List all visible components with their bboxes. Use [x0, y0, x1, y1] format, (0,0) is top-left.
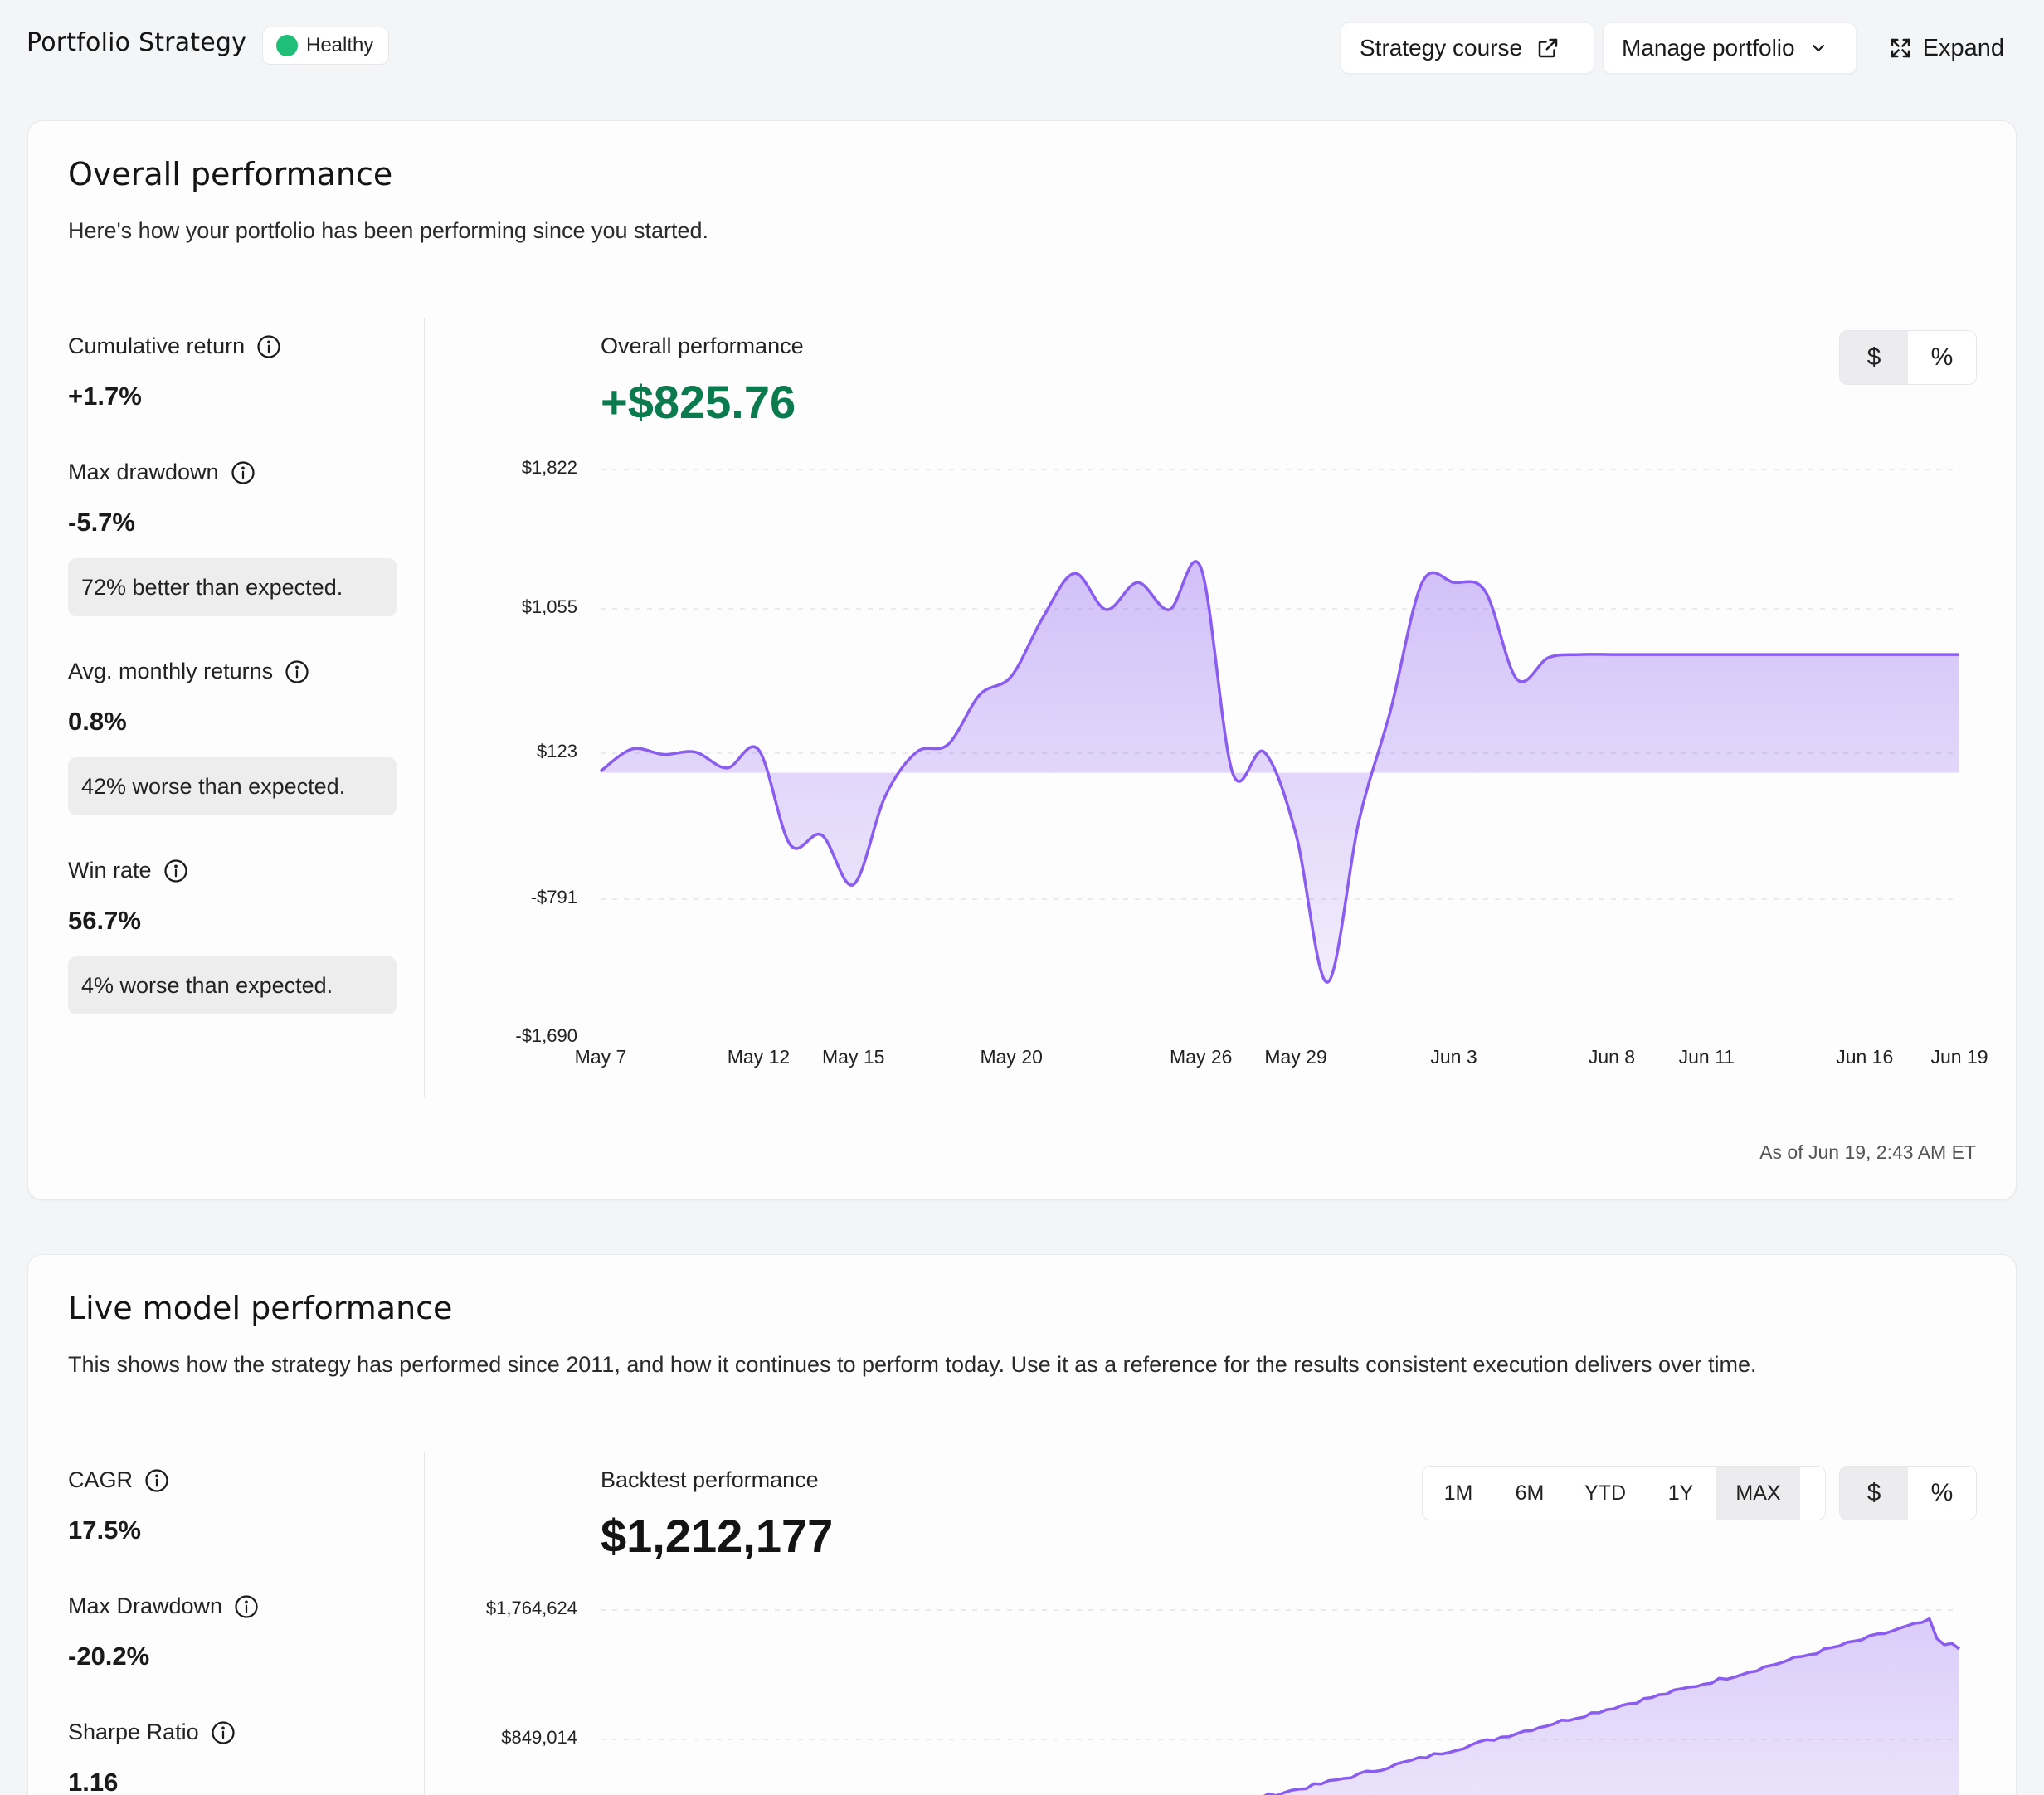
x-tick-label: May 29: [1264, 1046, 1327, 1068]
x-tick-label: Jun 19: [1930, 1046, 1988, 1068]
x-tick-label: Jun 3: [1430, 1046, 1477, 1068]
info-icon[interactable]: [234, 1594, 259, 1619]
info-icon[interactable]: [256, 334, 281, 359]
metric-avg-monthly-returns-value: 0.8%: [68, 707, 127, 736]
metric-cagr-value: 17.5%: [68, 1515, 141, 1544]
metric-avg-monthly-returns-label: Avg. monthly returns: [68, 659, 309, 684]
expand-label: Expand: [1922, 34, 2004, 61]
toggle-dollar[interactable]: $: [1840, 1467, 1908, 1520]
top-bar: Portfolio Strategy Healthy Strategy cour…: [0, 0, 2044, 93]
metric-max-drawdown-value: -20.2%: [68, 1642, 150, 1671]
status-dot: [276, 35, 298, 56]
overall-performance-card: Overall performance Here's how your port…: [27, 120, 2017, 1200]
metric-avg-monthly-returns-note: 42% worse than expected.: [68, 757, 397, 815]
x-tick-label: May 7: [574, 1046, 627, 1068]
metric-cumulative-return-label: Cumulative return: [68, 333, 281, 359]
divider: [424, 1452, 425, 1795]
status-badge: Healthy: [262, 27, 390, 65]
info-icon[interactable]: [285, 659, 309, 684]
expand-button[interactable]: Expand: [1888, 22, 2004, 74]
range-6m[interactable]: 6M: [1515, 1481, 1545, 1505]
metric-cumulative-return-value: +1.7%: [68, 382, 142, 411]
manage-portfolio-button[interactable]: Manage portfolio: [1603, 22, 1857, 74]
x-tick-label: May 26: [1170, 1046, 1233, 1068]
live-model-performance-title: Live model performance: [68, 1290, 453, 1326]
toggle-dollar[interactable]: $: [1840, 331, 1908, 384]
backtest-unit-toggle: $ %: [1839, 1466, 1977, 1520]
x-tick-label: May 15: [822, 1046, 885, 1068]
range-1y[interactable]: 1Y: [1667, 1481, 1694, 1505]
info-icon[interactable]: [144, 1468, 169, 1493]
y-tick-label: $123: [537, 741, 577, 761]
metric-win-rate-note: 4% worse than expected.: [68, 956, 397, 1014]
external-link-icon: [1538, 38, 1558, 58]
live-model-performance-card: Live model performance This shows how th…: [27, 1254, 2017, 1795]
backtest-area-fill: [1266, 1618, 1959, 1795]
strategy-course-label: Strategy course: [1360, 35, 1523, 61]
y-tick-label: $849,014: [501, 1727, 577, 1748]
expand-icon: [1891, 38, 1910, 58]
range-1m[interactable]: 1M: [1443, 1481, 1473, 1505]
strategy-course-button[interactable]: Strategy course: [1341, 22, 1594, 74]
divider: [424, 318, 425, 1097]
overall-series-line: [599, 560, 1959, 984]
x-tick-label: May 20: [980, 1046, 1043, 1068]
metric-cagr-label: CAGR: [68, 1467, 169, 1493]
metric-max-drawdown-label: Max Drawdown: [68, 1593, 259, 1619]
backtest-chart-label: Backtest performance: [601, 1467, 819, 1492]
y-tick-label: $1,764,624: [485, 1598, 577, 1618]
overall-chart-value: +$825.76: [601, 376, 796, 428]
range-ytd[interactable]: YTD: [1584, 1481, 1626, 1505]
backtest-chart-svg: [601, 1609, 1961, 1795]
metric-win-rate-label: Win rate: [68, 858, 188, 883]
toggle-percent[interactable]: %: [1930, 1479, 1954, 1506]
metric-max-drawdown-label: Max drawdown: [68, 460, 256, 485]
backtest-chart-value: $1,212,177: [601, 1510, 834, 1562]
overall-performance-subtitle: Here's how your portfolio has been perfo…: [68, 218, 709, 243]
info-icon[interactable]: [163, 859, 188, 883]
chevron-down-icon: [1812, 44, 1824, 52]
metric-sharpe-ratio-label: Sharpe Ratio: [68, 1720, 236, 1745]
y-tick-label: $1,055: [521, 596, 577, 617]
overall-unit-toggle: $ %: [1839, 330, 1977, 385]
metric-sharpe-ratio-value: 1.16: [68, 1768, 119, 1795]
overall-chart-label: Overall performance: [601, 333, 804, 358]
y-tick-label: -$1,690: [515, 1025, 577, 1046]
page-title: Portfolio Strategy: [27, 28, 247, 57]
live-model-performance-subtitle: This shows how the strategy has performe…: [68, 1352, 1757, 1377]
metric-win-rate-value: 56.7%: [68, 906, 141, 935]
y-tick-label: -$791: [530, 887, 577, 907]
x-tick-label: Jun 16: [1836, 1046, 1894, 1068]
backtest-series-line: [1263, 1617, 1961, 1795]
as-of-timestamp: As of Jun 19, 2:43 AM ET: [1759, 1141, 1976, 1163]
x-tick-label: Jun 8: [1588, 1046, 1636, 1068]
range-max[interactable]: MAX: [1716, 1467, 1800, 1520]
status-label: Healthy: [306, 34, 374, 56]
manage-portfolio-label: Manage portfolio: [1622, 35, 1795, 61]
overall-chart-svg: [599, 469, 1959, 984]
overall-performance-title: Overall performance: [68, 156, 393, 192]
metric-max-drawdown-value: -5.7%: [68, 508, 135, 537]
overall-area-fill: [601, 561, 1959, 983]
info-icon[interactable]: [231, 460, 256, 485]
info-icon[interactable]: [211, 1720, 236, 1745]
x-tick-label: Jun 11: [1678, 1046, 1735, 1068]
toggle-percent[interactable]: %: [1930, 343, 1954, 371]
y-tick-label: $1,822: [521, 457, 577, 478]
range-selector: 1M 6M YTD 1Y MAX: [1422, 1466, 1826, 1520]
x-tick-label: May 12: [727, 1046, 791, 1068]
metric-max-drawdown-note: 72% better than expected.: [68, 558, 397, 616]
